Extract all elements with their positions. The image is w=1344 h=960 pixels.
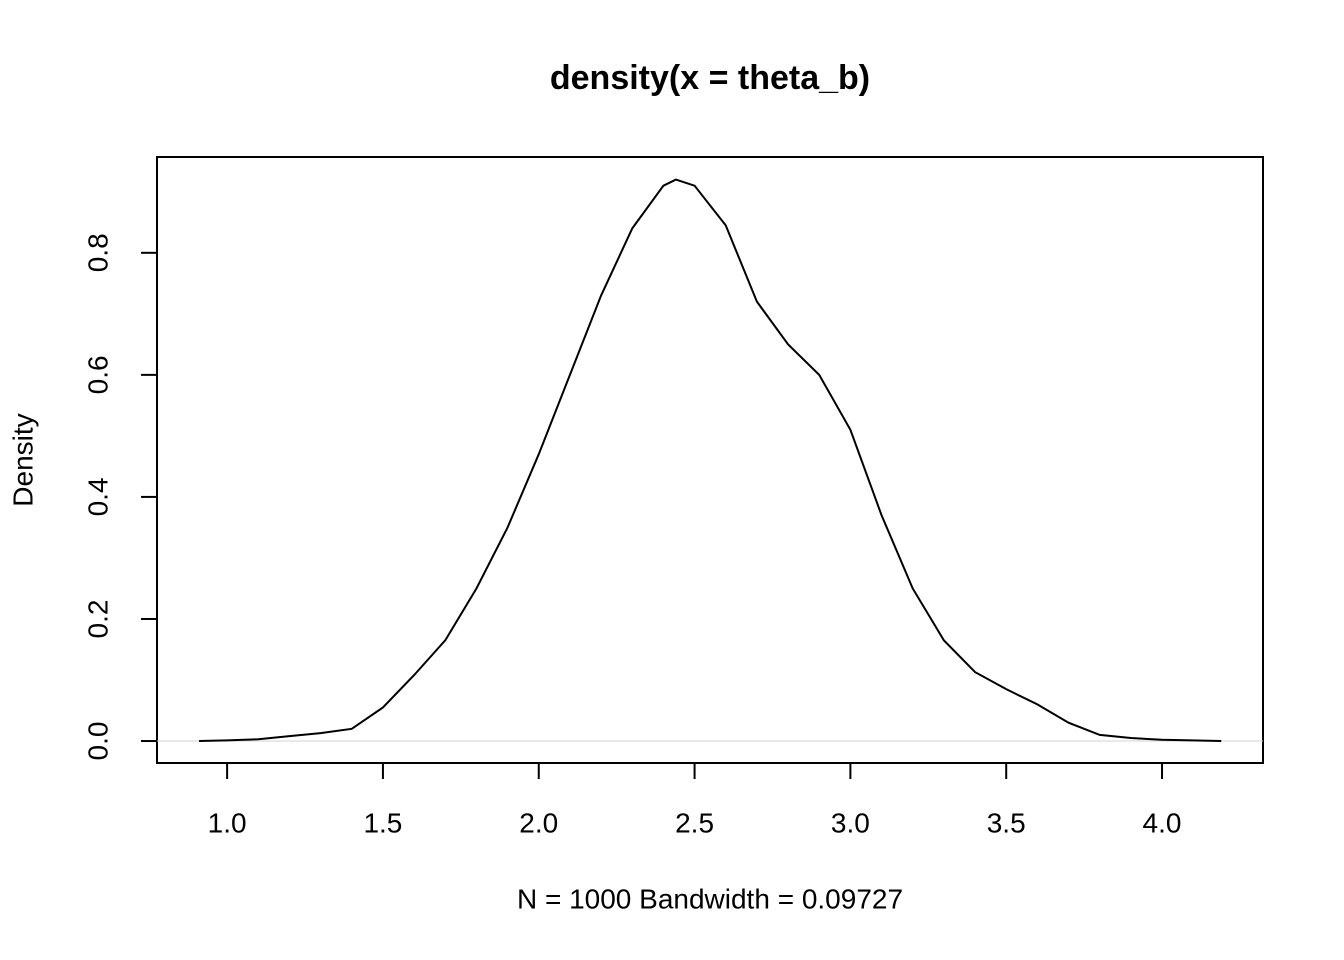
y-axis-label: Density — [7, 413, 38, 506]
y-tick-label: 0.0 — [82, 722, 113, 761]
y-tick-label: 0.8 — [82, 233, 113, 272]
x-tick-label: 3.0 — [831, 807, 870, 838]
x-axis-label: N = 1000 Bandwidth = 0.09727 — [517, 883, 903, 914]
x-tick-label: 2.0 — [519, 807, 558, 838]
x-tick-label: 1.5 — [363, 807, 402, 838]
x-tick-label: 4.0 — [1143, 807, 1182, 838]
x-tick-label: 3.5 — [987, 807, 1026, 838]
x-tick-label: 2.5 — [675, 807, 714, 838]
chart-title: density(x = theta_b) — [550, 59, 870, 97]
plot-frame — [156, 156, 1264, 764]
y-tick-label: 0.6 — [82, 355, 113, 394]
y-tick-label: 0.4 — [82, 477, 113, 516]
y-tick-label: 0.2 — [82, 600, 113, 639]
x-tick-label: 1.0 — [208, 807, 247, 838]
density-line — [199, 178, 1222, 743]
